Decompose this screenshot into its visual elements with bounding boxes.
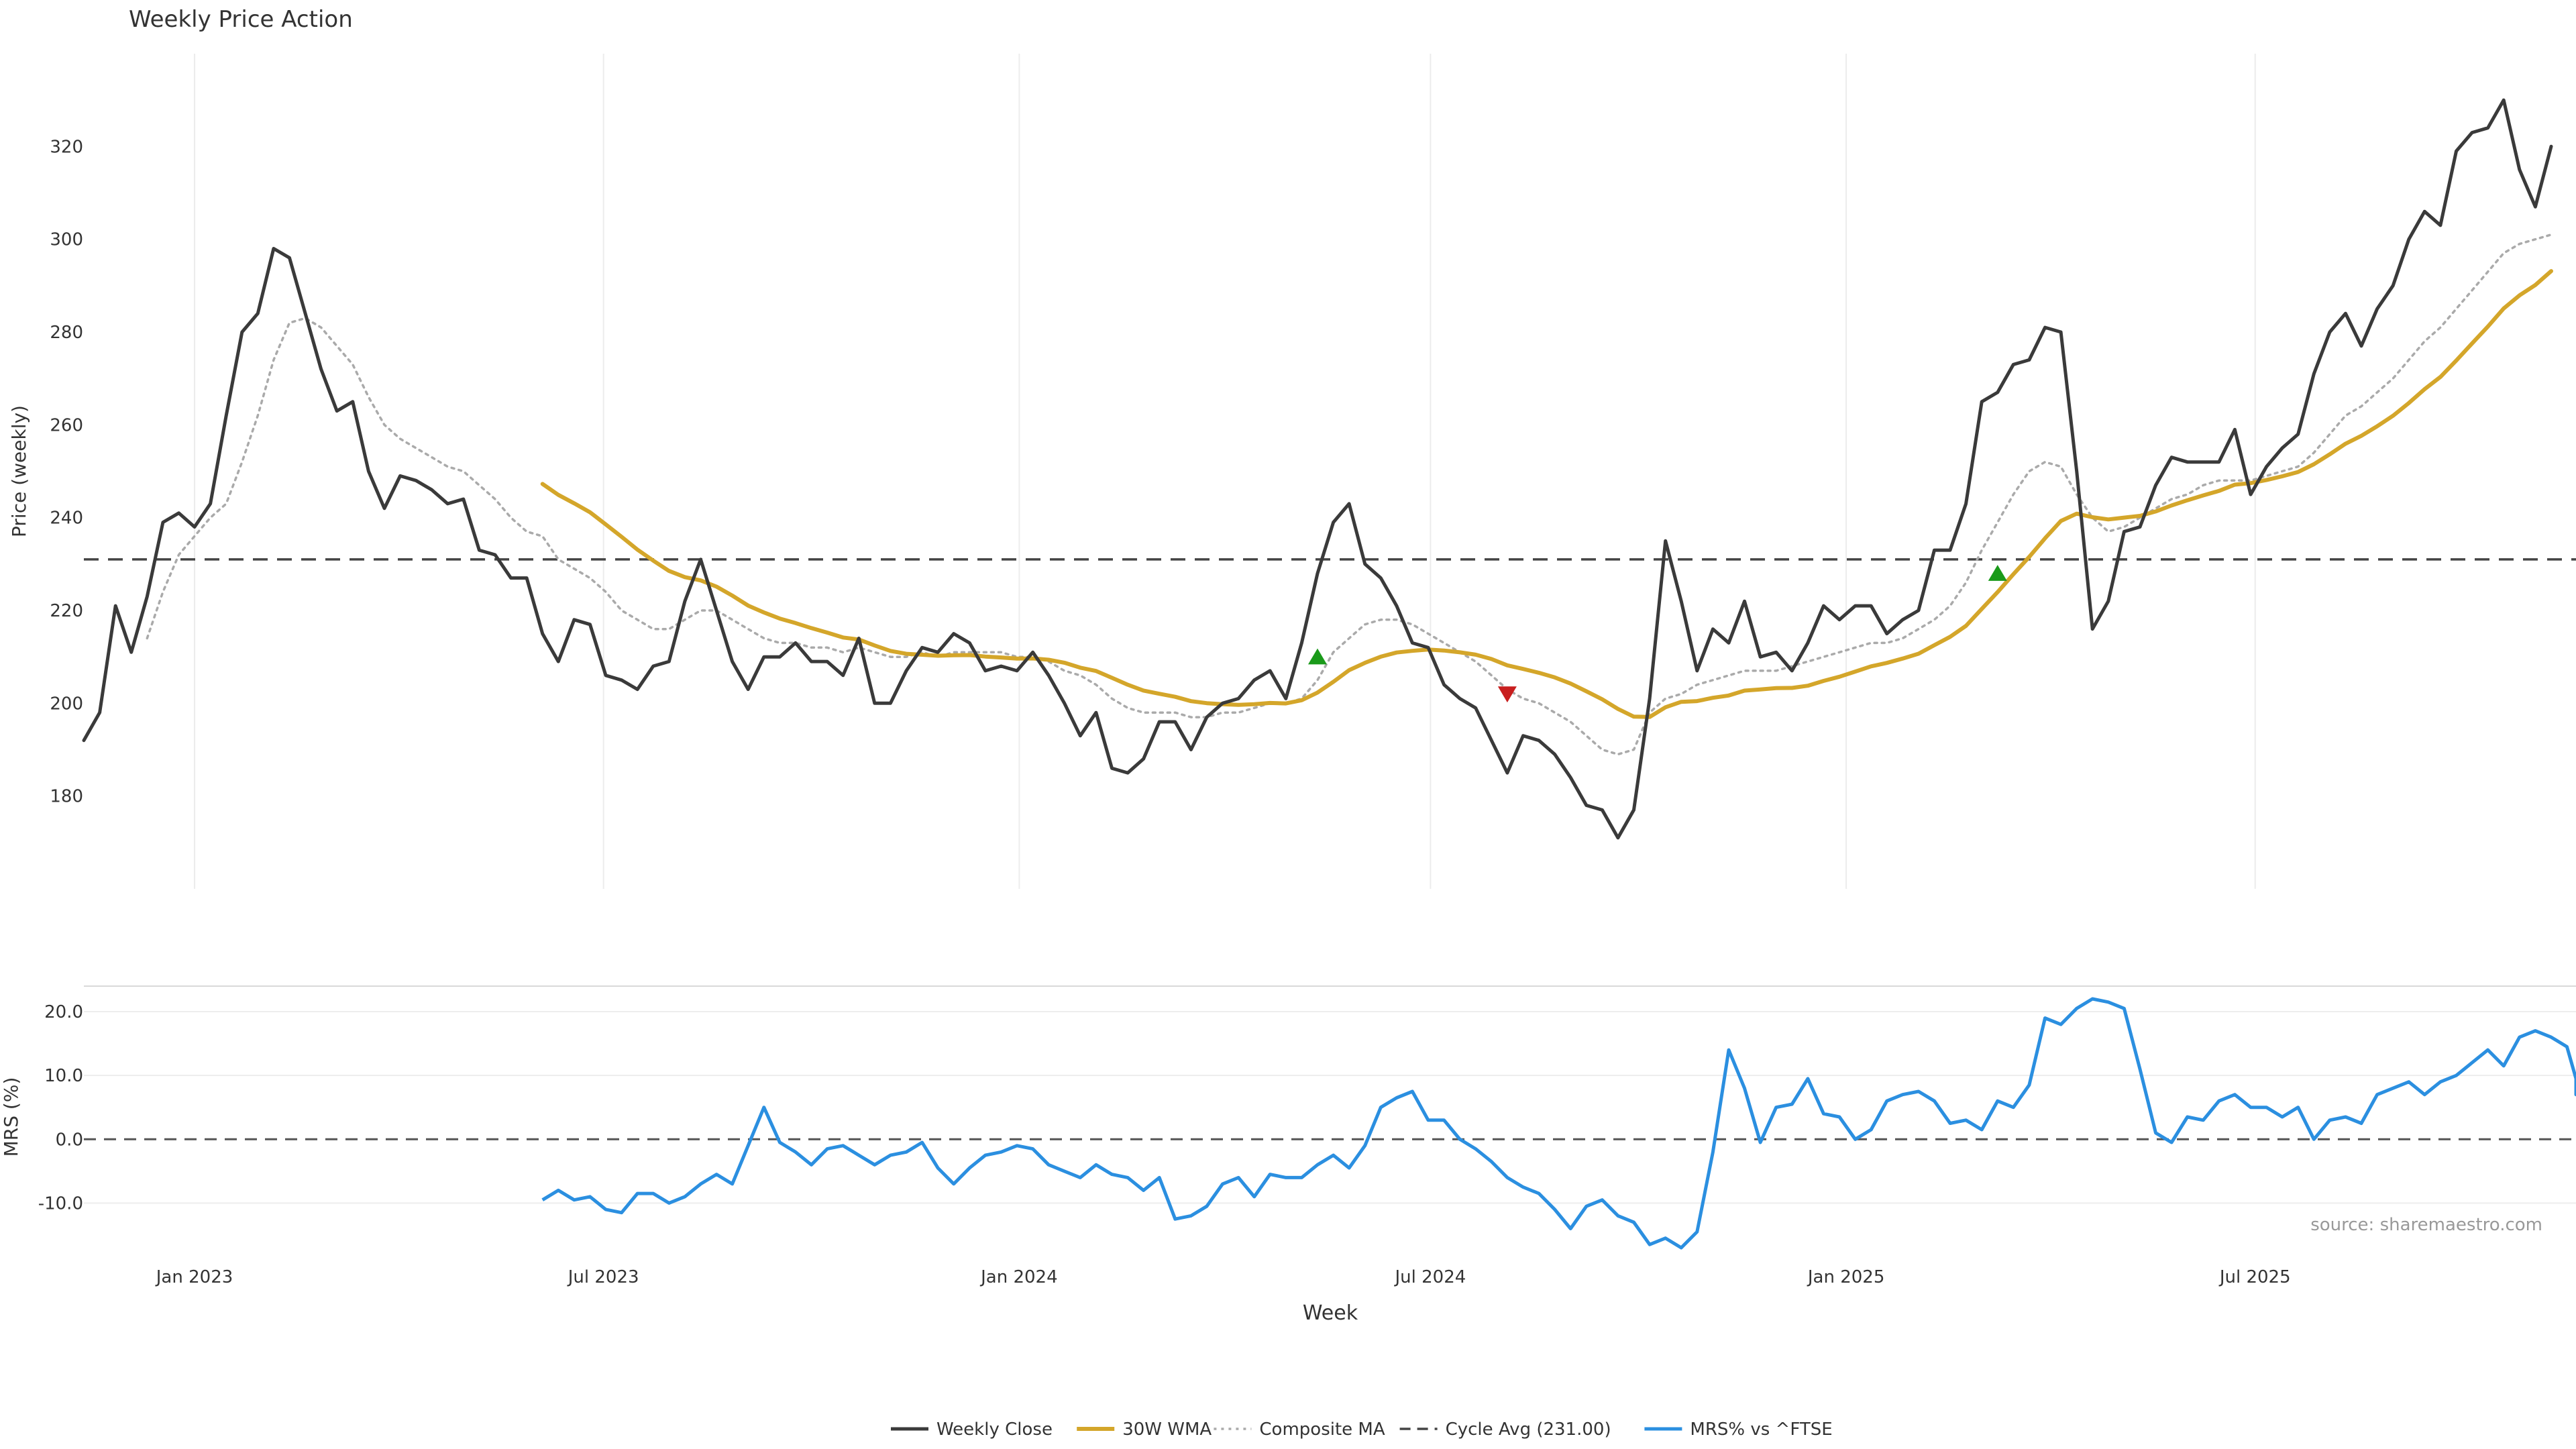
legend-entry: Composite MA [1214,1419,1385,1440]
mrs-tick-label: -10.0 [38,1193,83,1214]
price-axis-label: Price (weekly) [8,405,30,537]
price-tick-label: 220 [50,601,83,621]
series-line-weekly-close [82,98,2553,840]
price-tick-label: 200 [50,694,83,714]
x-tick-label: Jul 2024 [1393,1267,1466,1287]
price-tick-label: 180 [50,787,83,807]
legend-label: Weekly Close [936,1419,1053,1440]
mrs-tick-label: 20.0 [44,1002,83,1022]
price-tick-label: 300 [50,230,83,250]
series-line-mrs-vs-ftse [541,997,2576,1250]
mrs-tick-label: 0.0 [56,1130,83,1150]
x-tick-label: Jan 2025 [1807,1267,1885,1287]
legend-entry: MRS% vs ^FTSE [1644,1419,1833,1440]
grid-layer: Jan 2023 Jul 2023 Jan 2024 Jul 2024 Jan 2025… [38,54,2576,1287]
price-tick-label: 320 [50,137,83,157]
legend-label: 30W WMA [1122,1419,1212,1440]
legend-label: Composite MA [1259,1419,1385,1440]
x-axis-label: Week [1303,1301,1358,1325]
legend-entry: Cycle Avg (231.00) [1399,1419,1611,1440]
source-note: source: sharemaestro.com [2310,1215,2542,1235]
x-tick-label: Jul 2025 [2218,1267,2291,1287]
sell-signal-marker [1497,686,1517,703]
legend-label: Cycle Avg (231.00) [1446,1419,1611,1440]
price-tick-label: 240 [50,508,83,529]
mrs-axis-label: MRS (%) [0,1077,22,1157]
series-line-30w-wma [540,269,2553,719]
mrs-tick-label: 10.0 [44,1066,83,1086]
price-tick-label: 260 [50,415,83,435]
price-panel [82,98,2576,840]
x-tick-label: Jan 2024 [979,1267,1058,1287]
x-tick-label: Jan 2023 [155,1267,233,1287]
series-line-composite-ma [146,233,2553,756]
buy-signal-marker [1988,565,2007,581]
mrs-panel [84,997,2576,1250]
legend-entry: Weekly Close [891,1419,1053,1440]
buy-signal-marker [1307,648,1327,665]
legend-label: MRS% vs ^FTSE [1690,1419,1832,1440]
legend-entry: 30W WMA [1077,1419,1212,1440]
x-tick-label: Jul 2023 [567,1267,639,1287]
chart-title: Weekly Price Action [129,6,353,33]
legend: Weekly Close 30W WMA Composite MA Cycle Avg… [891,1419,1833,1440]
price-tick-label: 280 [50,323,83,343]
